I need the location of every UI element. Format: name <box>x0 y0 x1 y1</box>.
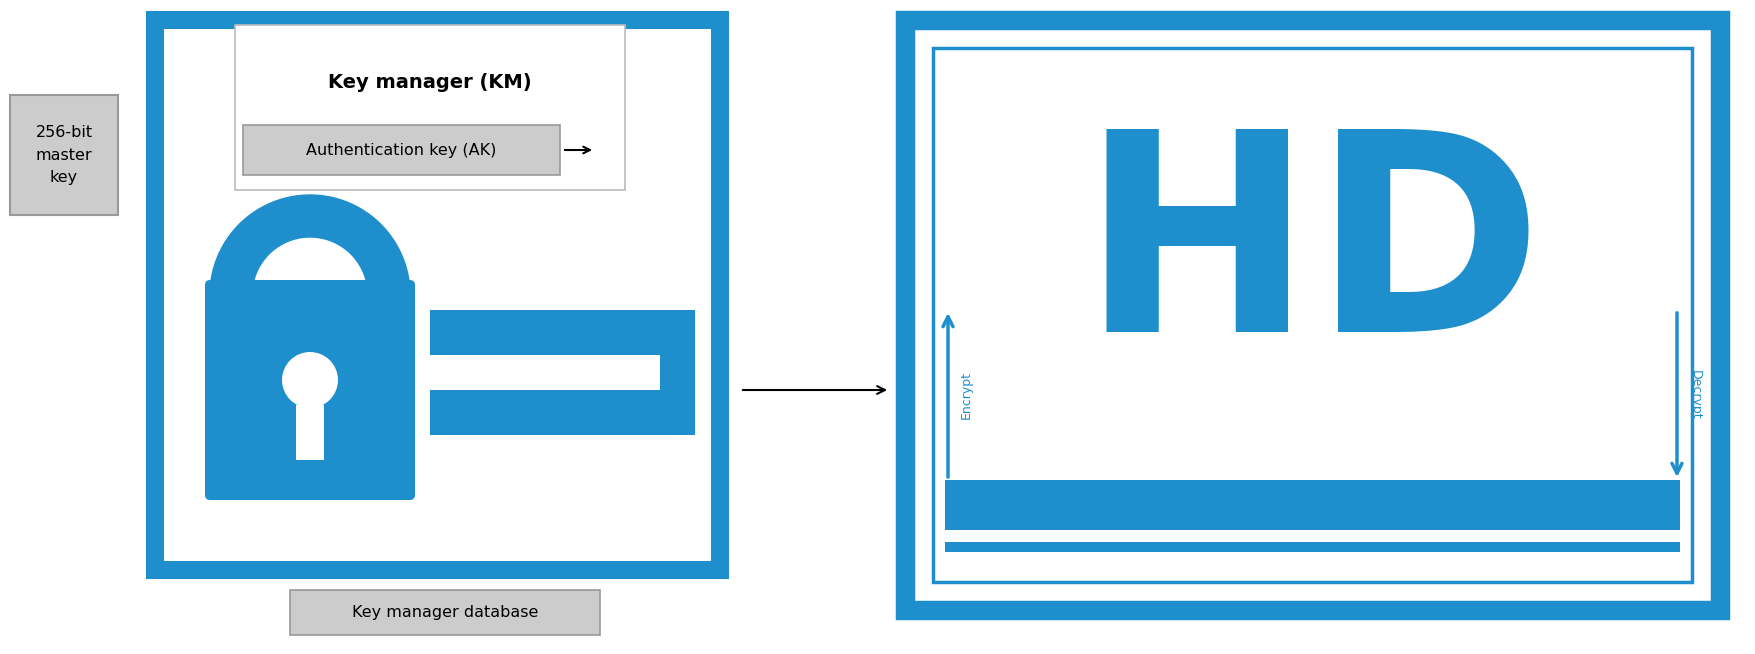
Text: Decrypt: Decrypt <box>1688 370 1702 420</box>
Text: Authentication key (AK): Authentication key (AK) <box>307 143 497 158</box>
Bar <box>944 542 1680 552</box>
Bar <box>297 405 325 460</box>
Bar <box>290 590 600 635</box>
Bar <box>660 310 695 435</box>
Polygon shape <box>211 195 411 295</box>
Bar <box>934 48 1692 582</box>
Bar <box>430 310 690 355</box>
Bar <box>235 25 625 190</box>
Text: Key manager database: Key manager database <box>351 605 539 620</box>
Bar <box>906 20 1720 610</box>
Bar <box>154 20 720 570</box>
Circle shape <box>283 352 339 408</box>
Bar <box>11 95 118 215</box>
Bar <box>944 480 1680 530</box>
Text: 256-bit
master
key: 256-bit master key <box>35 126 93 184</box>
Text: Key manager (KM): Key manager (KM) <box>328 73 532 92</box>
Bar <box>430 390 690 435</box>
Bar <box>242 125 560 175</box>
Text: Encrypt: Encrypt <box>960 371 972 419</box>
FancyBboxPatch shape <box>205 280 414 500</box>
Text: HD: HD <box>1081 120 1544 390</box>
